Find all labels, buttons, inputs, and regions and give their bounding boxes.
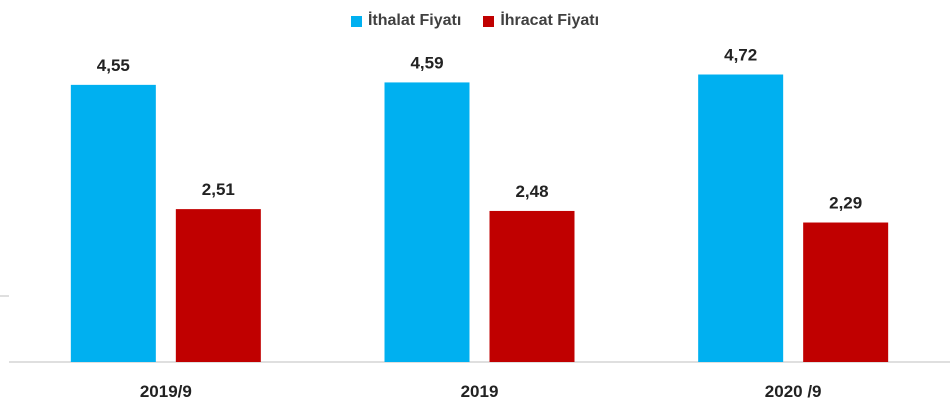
data-label-import-2: 4,72 — [724, 46, 757, 65]
category-label-1: 2019 — [461, 382, 499, 401]
data-label-export-1: 2,48 — [515, 182, 548, 201]
legend-item-export-price: İhracat Fiyatı — [483, 12, 599, 30]
category-label-0: 2019/9 — [140, 382, 192, 401]
legend-label-import: İthalat Fiyatı — [367, 12, 462, 29]
legend-item-import-price: İthalat Fiyatı — [350, 12, 462, 30]
legend-swatch-export — [483, 15, 495, 27]
bar-import-0 — [70, 84, 156, 362]
bar-export-1 — [489, 210, 575, 362]
legend-label-export: İhracat Fiyatı — [500, 12, 600, 29]
bar-import-2 — [698, 74, 784, 362]
legend-swatch-import — [350, 15, 362, 27]
data-label-import-0: 4,55 — [97, 56, 130, 75]
bar-import-1 — [384, 82, 470, 362]
chart-legend: İthalat Fiyatı İhracat Fiyatı — [0, 9, 950, 33]
bar-export-2 — [803, 222, 889, 362]
data-label-import-1: 4,59 — [410, 53, 443, 72]
bar-export-0 — [175, 209, 261, 362]
category-label-2: 2020 /9 — [765, 382, 822, 401]
data-label-export-0: 2,51 — [202, 180, 235, 199]
data-label-export-2: 2,29 — [829, 194, 862, 213]
